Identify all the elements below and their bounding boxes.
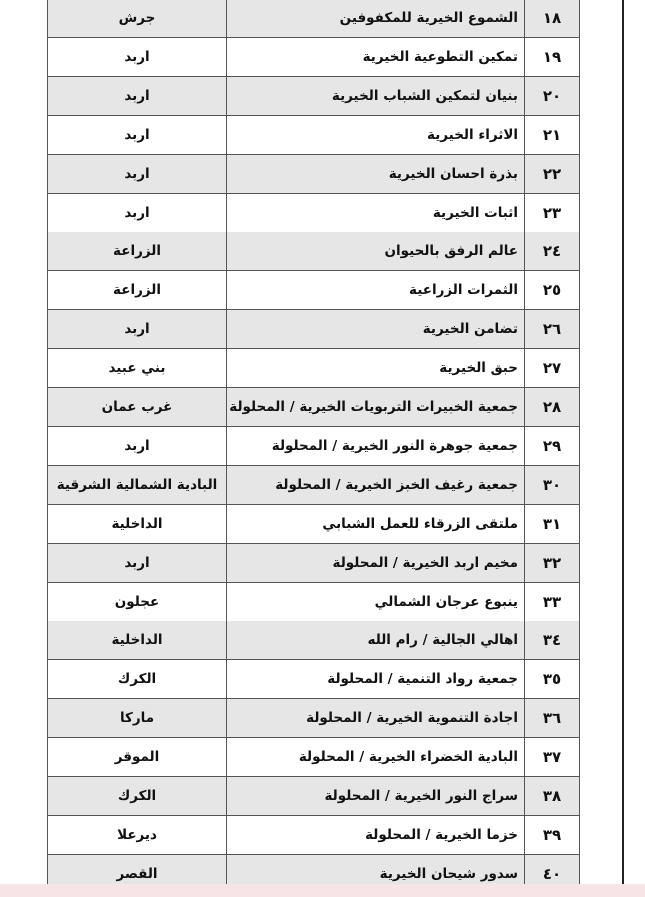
region-cell: الداخلية: [47, 621, 227, 660]
number-cell: ٢٣: [525, 193, 580, 232]
name-cell: ملتقى الزرقاء للعمل الشبابي: [227, 504, 525, 543]
region-cell: الزراعة: [47, 271, 227, 310]
name-cell: اهالي الجالية / رام الله: [227, 621, 525, 660]
number-cell: ٣٧: [525, 738, 580, 777]
number-cell: ٣٠: [525, 465, 580, 504]
name-cell: جمعية الخبيرات التربويات الخيرية / المحل…: [227, 388, 525, 426]
number-cell: ٣٢: [525, 543, 580, 582]
number-cell: ٢٩: [525, 426, 580, 465]
number-cell: ٣٤: [525, 621, 580, 660]
table-row: اربد مخيم اربد الخيرية / المحلولة ٣٢: [47, 543, 580, 583]
region-cell: عجلون: [47, 582, 227, 621]
table-row: الموقر البادية الخضراء الخيرية / المحلولة…: [47, 738, 580, 778]
region-cell: جرش: [47, 0, 227, 37]
name-cell: الاثراء الخيرية: [227, 115, 525, 154]
region-cell: اربد: [47, 193, 227, 232]
number-cell: ٣٥: [525, 660, 580, 699]
region-cell: اربد: [47, 115, 227, 154]
region-cell: الداخلية: [47, 504, 227, 543]
name-cell: الثمرات الزراعية: [227, 271, 525, 310]
number-cell: ٣٦: [525, 699, 580, 738]
table-row: الكرك سراج النور الخيرية / المحلولة ٣٨: [47, 777, 580, 816]
name-cell: سدور شيحان الخيرية: [227, 854, 525, 884]
number-cell: ٢٤: [525, 232, 580, 271]
region-cell: الكرك: [47, 660, 227, 699]
table-row: القصر سدور شيحان الخيرية ٤٠: [47, 854, 580, 884]
table-row: غرب عمان جمعية الخبيرات التربويات الخيرية…: [47, 388, 580, 427]
name-cell: بذرة احسان الخيرية: [227, 154, 525, 193]
region-cell: اربد: [47, 154, 227, 193]
table-row: البادية الشمالية الشرقية جمعية رغيف الخبز…: [47, 465, 580, 505]
region-cell: اربد: [47, 426, 227, 465]
table-row: ديرعلا خزما الخيرية / المحلولة ٣٩: [47, 815, 580, 855]
number-cell: ٤٠: [525, 854, 580, 884]
name-cell: اجادة التنموية الخيرية / المحلولة: [227, 699, 525, 738]
table-row: اربد تمكين التطوعية الخيرية ١٩: [47, 37, 580, 77]
table-row: بني عبيد حبق الخيرية ٢٧: [47, 349, 580, 389]
number-cell: ٢٦: [525, 310, 580, 349]
table-row: الداخلية اهالي الجالية / رام الله ٣٤: [47, 621, 580, 661]
table-row: اربد تضامن الخيرية ٢٦: [47, 310, 580, 350]
table-row: اربد بنيان لتمكين الشباب الخيرية ٢٠: [47, 76, 580, 116]
region-cell: اربد: [47, 310, 227, 349]
name-cell: سراج النور الخيرية / المحلولة: [227, 777, 525, 815]
bottom-bar: [0, 884, 645, 897]
name-cell: جمعية رغيف الخبز الخيرية / المحلولة: [227, 465, 525, 504]
name-cell: مخيم اربد الخيرية / المحلولة: [227, 543, 525, 582]
name-cell: تمكين التطوعية الخيرية: [227, 37, 525, 76]
number-cell: ٢١: [525, 115, 580, 154]
table-row: اربد اثبات الخيرية ٢٣: [47, 193, 580, 233]
region-cell: الزراعة: [47, 232, 227, 271]
number-cell: ٢٧: [525, 349, 580, 388]
number-cell: ٢٥: [525, 271, 580, 310]
table-row: عجلون ينبوع عرجان الشمالي ٣٣: [47, 582, 580, 622]
number-cell: ٣٩: [525, 815, 580, 854]
number-cell: ٣٨: [525, 777, 580, 815]
number-cell: ٢٨: [525, 388, 580, 426]
number-cell: ٣١: [525, 504, 580, 543]
name-cell: الشموع الخيرية للمكفوفين: [227, 0, 525, 37]
name-cell: خزما الخيرية / المحلولة: [227, 815, 525, 854]
region-cell: اربد: [47, 543, 227, 582]
name-cell: حبق الخيرية: [227, 349, 525, 388]
number-cell: ٢٢: [525, 154, 580, 193]
table-row: الداخلية ملتقى الزرقاء للعمل الشبابي ٣١: [47, 504, 580, 544]
name-cell: بنيان لتمكين الشباب الخيرية: [227, 76, 525, 115]
table-row: اربد بذرة احسان الخيرية ٢٢: [47, 154, 580, 194]
region-cell: الموقر: [47, 738, 227, 777]
number-cell: ٣٣: [525, 582, 580, 621]
number-cell: ١٩: [525, 37, 580, 76]
region-cell: ديرعلا: [47, 815, 227, 854]
name-cell: ينبوع عرجان الشمالي: [227, 582, 525, 621]
table-row: اربد الاثراء الخيرية ٢١: [47, 115, 580, 155]
name-cell: عالم الرفق بالحيوان: [227, 232, 525, 271]
region-cell: القصر: [47, 854, 227, 884]
table-row: الزراعة الثمرات الزراعية ٢٥: [47, 271, 580, 311]
table-row: جرش الشموع الخيرية للمكفوفين ١٨: [47, 0, 580, 38]
name-cell: البادية الخضراء الخيرية / المحلولة: [227, 738, 525, 777]
number-cell: ١٨: [525, 0, 580, 37]
name-cell: جمعية جوهرة النور الخيرية / المحلولة: [227, 426, 525, 465]
region-cell: اربد: [47, 37, 227, 76]
table-row: الكرك جمعية رواد التنمية / المحلولة ٣٥: [47, 660, 580, 700]
region-cell: بني عبيد: [47, 349, 227, 388]
region-cell: اربد: [47, 76, 227, 115]
table-row: الزراعة عالم الرفق بالحيوان ٢٤: [47, 232, 580, 272]
page-border: [622, 0, 624, 884]
number-cell: ٢٠: [525, 76, 580, 115]
table-row: ماركا اجادة التنموية الخيرية / المحلولة ٣٦: [47, 699, 580, 739]
name-cell: جمعية رواد التنمية / المحلولة: [227, 660, 525, 699]
name-cell: اثبات الخيرية: [227, 193, 525, 232]
table-row: اربد جمعية جوهرة النور الخيرية / المحلولة…: [47, 426, 580, 466]
name-cell: تضامن الخيرية: [227, 310, 525, 349]
region-cell: ماركا: [47, 699, 227, 738]
region-cell: الكرك: [47, 777, 227, 815]
region-cell: البادية الشمالية الشرقية: [47, 465, 227, 504]
region-cell: غرب عمان: [47, 388, 227, 426]
